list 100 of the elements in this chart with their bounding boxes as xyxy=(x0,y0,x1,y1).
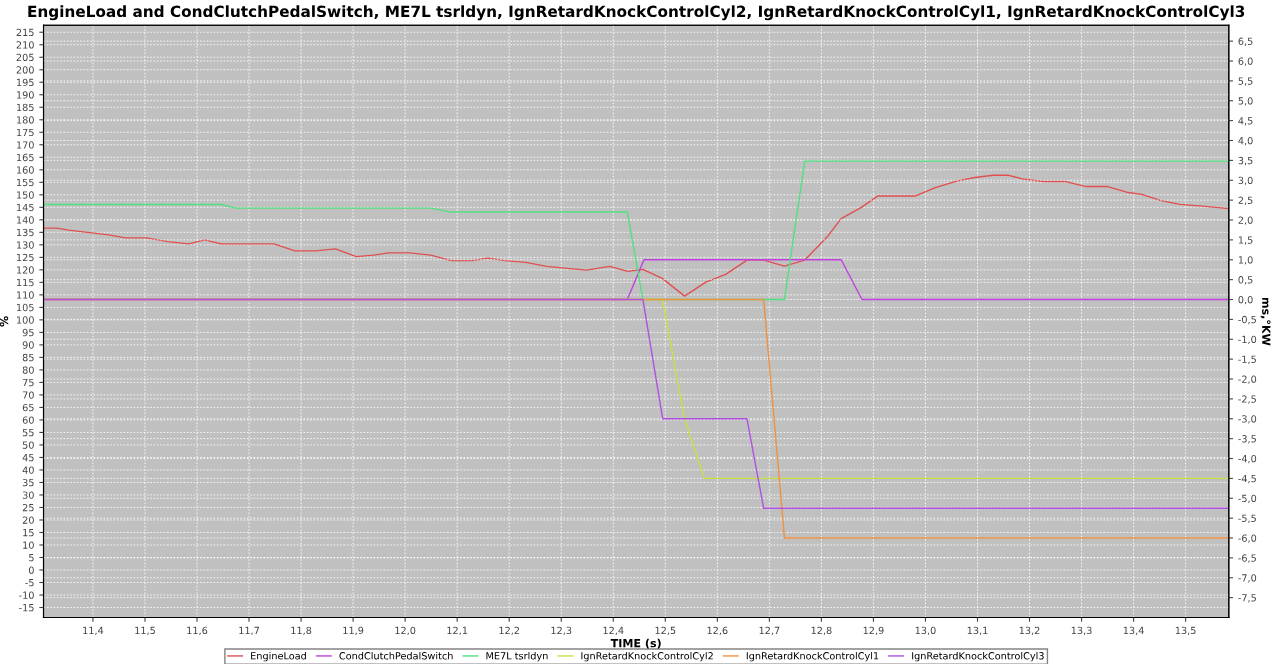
y2-tick-label: 6,0 xyxy=(1238,57,1253,66)
y2-tick-label: 4,0 xyxy=(1238,136,1253,146)
y2-tick-label: 1,5 xyxy=(1238,236,1253,245)
y-tick-label: 165 xyxy=(17,153,34,162)
y-tick-label: 175 xyxy=(17,128,34,137)
y-tick-label: 55 xyxy=(22,429,34,437)
x-tick-label: 12,5 xyxy=(655,626,676,636)
y-tick-label: 160 xyxy=(17,166,34,174)
y2-tick-label: -2,5 xyxy=(1238,395,1256,404)
legend-label: IgnRetardKnockControlCyl2 xyxy=(581,651,713,662)
y-tick-label: 105 xyxy=(17,303,34,312)
y2-tick-label: 1,0 xyxy=(1238,256,1253,265)
y-tick-label: 75 xyxy=(22,379,34,387)
y-tick-label: 130 xyxy=(17,241,34,249)
y-tick-label: 10 xyxy=(23,541,34,549)
y2-tick-label: 3,0 xyxy=(1238,176,1253,186)
y-tick-label: 195 xyxy=(17,78,34,87)
y-tick-label: 215 xyxy=(16,28,34,37)
y-tick-label: 35 xyxy=(22,478,34,487)
y2-tick-label: -5,0 xyxy=(1238,494,1257,504)
y-tick-label: 115 xyxy=(17,278,34,287)
y-tick-label: 15 xyxy=(23,529,34,537)
y-tick-label: 150 xyxy=(17,191,34,199)
y2-tick-label: -6,0 xyxy=(1238,534,1257,543)
x-tick-label: 12,0 xyxy=(395,626,416,636)
x-tick-label: 12,9 xyxy=(863,626,884,636)
x-tick-label: 11,4 xyxy=(83,626,104,636)
y-tick-label: 85 xyxy=(22,353,34,362)
y-tick-label: 5 xyxy=(29,554,34,562)
y-tick-label: 135 xyxy=(17,228,34,237)
y-tick-label: -5 xyxy=(25,579,34,587)
y-tick-label: 40 xyxy=(22,466,34,474)
y-tick-label: 45 xyxy=(22,454,34,462)
y-tick-label: 65 xyxy=(22,403,34,412)
y2-tick-label: 4,5 xyxy=(1238,117,1253,126)
y2-tick-label: -4,5 xyxy=(1238,475,1256,484)
y2-tick-label: -4,0 xyxy=(1238,454,1257,464)
y2-tick-label: 0,0 xyxy=(1238,295,1253,305)
y2-tick-label: -7,5 xyxy=(1238,594,1256,603)
y-tick-label: 50 xyxy=(22,441,34,449)
y2-tick-label: -0,5 xyxy=(1238,315,1256,325)
x-tick-label: 11,7 xyxy=(239,626,260,636)
legend-label: CondClutchPedalSwitch xyxy=(339,651,453,660)
x-tick-label: 12,2 xyxy=(499,626,520,636)
y-tick-label: 170 xyxy=(17,141,34,149)
x-axis-title: TIME (s) xyxy=(610,638,661,649)
y2-tick-label: -6,5 xyxy=(1238,554,1256,563)
y2-tick-label: 5,0 xyxy=(1238,97,1253,106)
y-tick-label: 80 xyxy=(22,366,34,374)
x-tick-label: 11,6 xyxy=(187,626,208,636)
x-tick-label: 13,3 xyxy=(1071,626,1092,636)
y-tick-label: -15 xyxy=(19,604,34,612)
y2-tick-label: -1,0 xyxy=(1238,335,1257,345)
legend-label: ME7L tsrldyn xyxy=(486,651,548,662)
x-tick-label: 11,9 xyxy=(343,626,364,636)
y-tick-label: 100 xyxy=(17,316,34,324)
y-tick-label: 110 xyxy=(17,291,34,299)
y-tick-label: 20 xyxy=(22,516,34,524)
y-axis-title: % xyxy=(0,316,9,327)
x-tick-label: 11,5 xyxy=(135,626,155,636)
y2-tick-label: 6,5 xyxy=(1238,37,1253,46)
y2-tick-label: 2,0 xyxy=(1238,216,1253,225)
x-tick-label: 12,6 xyxy=(707,626,728,636)
x-tick-label: 13,1 xyxy=(967,626,988,636)
x-tick-label: 13,4 xyxy=(1123,626,1144,636)
y2-tick-label: 3,5 xyxy=(1238,156,1253,166)
legend-label: IgnRetardKnockControlCyl1 xyxy=(746,651,879,662)
x-tick-label: 12,3 xyxy=(551,626,572,636)
x-tick-label: 12,7 xyxy=(759,626,780,636)
y2-tick-label: -1,5 xyxy=(1238,355,1256,364)
x-tick-label: 12,8 xyxy=(811,626,832,636)
chart-title: EngineLoad and CondClutchPedalSwitch, ME7L tsrldyn, IgnRetardKnockControlCyl2, IgnRetardKnockControlCyl1, IgnRetardKnockControlCyl3 xyxy=(28,5,1245,21)
y-tick-label: 180 xyxy=(17,116,34,124)
y-tick-label: 70 xyxy=(22,391,34,399)
y2-tick-label: 2,5 xyxy=(1238,196,1253,205)
x-tick-label: 11,8 xyxy=(291,626,312,636)
y2-tick-label: -3,5 xyxy=(1238,435,1256,444)
legend-label: EngineLoad xyxy=(251,651,306,662)
x-tick-label: 13,0 xyxy=(915,626,936,636)
y-tick-label: 155 xyxy=(17,178,34,187)
x-tick-label: 12,1 xyxy=(447,626,468,636)
y-tick-label: 210 xyxy=(16,41,34,49)
y-tick-label: 90 xyxy=(22,341,34,349)
y-tick-label: 140 xyxy=(17,216,34,224)
y-tick-label: 95 xyxy=(22,328,34,337)
y-tick-label: 200 xyxy=(16,66,34,74)
y-tick-label: 25 xyxy=(22,503,34,512)
y2-axis-title: ms,°KW xyxy=(1260,297,1271,346)
y-tick-label: -10 xyxy=(19,591,34,599)
y2-tick-label: 0,5 xyxy=(1238,276,1253,285)
y-tick-label: 190 xyxy=(17,91,34,99)
x-tick-label: 13,2 xyxy=(1019,626,1040,636)
y-tick-label: 185 xyxy=(17,103,34,112)
y2-tick-label: 5,5 xyxy=(1238,77,1253,86)
y2-tick-label: -7,0 xyxy=(1238,574,1257,583)
x-tick-label: 12,4 xyxy=(603,626,624,636)
y-tick-label: 60 xyxy=(22,416,34,424)
y-tick-label: 145 xyxy=(17,203,34,212)
y-tick-label: 120 xyxy=(17,266,34,274)
y-tick-label: 205 xyxy=(16,53,34,62)
